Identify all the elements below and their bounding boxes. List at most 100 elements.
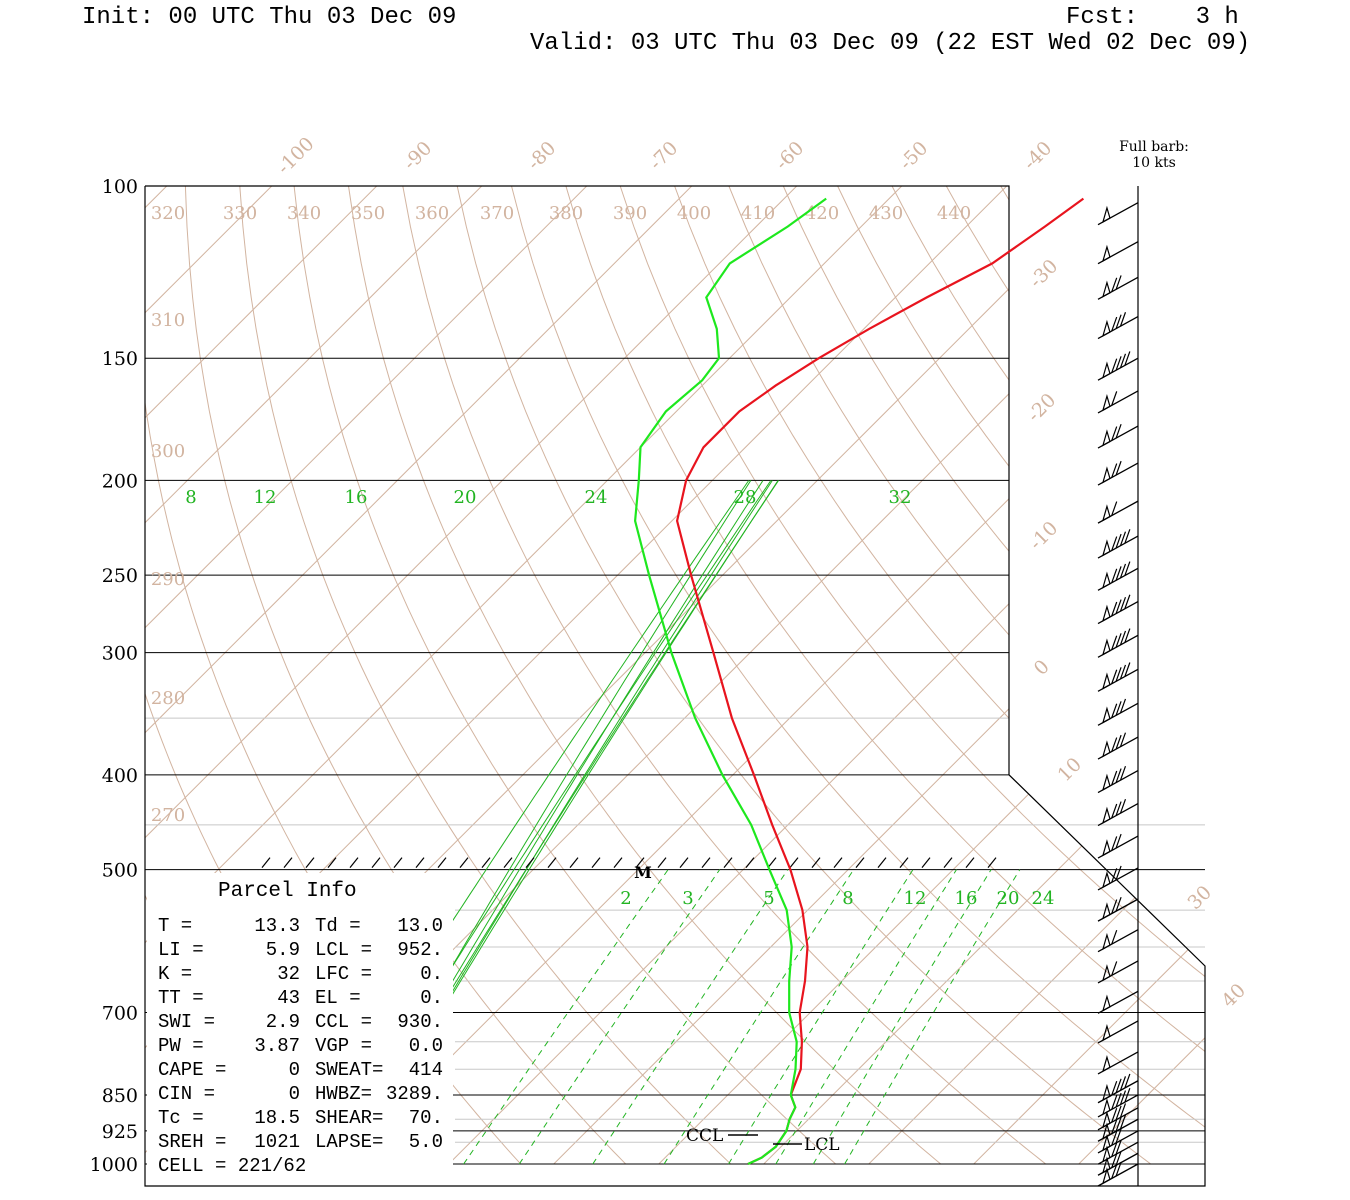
wind-barb [1097, 896, 1139, 922]
parcel-info-cell: EL = [315, 987, 361, 1009]
parcel-info-cell: HWBZ= [315, 1083, 372, 1105]
wind-barb [1097, 732, 1139, 760]
barb-feather [1111, 601, 1118, 617]
parcel-info-cell: 414 [409, 1059, 443, 1081]
parcel-info-cell: 32 [277, 963, 300, 985]
barb-feather [1119, 353, 1127, 369]
barb-feather [1115, 314, 1122, 329]
barb-flag [1101, 1098, 1111, 1116]
barb-feather [1111, 316, 1118, 332]
theta-label: 370 [480, 203, 514, 224]
saturated-mixing-line [844, 869, 1021, 1165]
parcel-info-cell: LAPSE= [315, 1131, 383, 1153]
isotherm-line [145, 186, 903, 1165]
isotherm-line [145, 186, 168, 1165]
barb-feather [1111, 1095, 1118, 1110]
wind-barb [1097, 561, 1139, 591]
barb-flag [1101, 672, 1111, 690]
parcel-info-cell: 43 [277, 987, 300, 1009]
tropopause-hatch [283, 857, 293, 868]
isotherm-label: 10 [1053, 753, 1086, 786]
barb-flag [1101, 706, 1111, 724]
parcel-info-cell: LCL = [315, 939, 372, 961]
parcel-info-cell: 70. [409, 1107, 443, 1129]
tropopause-hatch [393, 857, 403, 868]
barb-feather [1119, 698, 1127, 714]
tropopause-hatch [503, 857, 513, 868]
isotherm-line [145, 186, 483, 1165]
parcel-info-cell: SHEAR= [315, 1107, 383, 1129]
barb-feather [1111, 899, 1118, 914]
parcel-info-cell: 13.3 [254, 915, 300, 937]
theta-label: 340 [287, 203, 321, 224]
mixing-ratio-label: 8 [842, 888, 853, 909]
barb-legend-line1: Full barb: [1119, 139, 1189, 155]
wind-barb [1097, 1073, 1139, 1104]
dry-adiabat-line [945, 186, 1205, 1165]
barb-feather [1111, 501, 1118, 516]
dry-adiabat-line [565, 186, 1205, 1165]
isotherm-line [973, 186, 1205, 1165]
barb-feather [1119, 630, 1127, 646]
barb-feather [1115, 460, 1122, 476]
barb-feather [1111, 961, 1118, 976]
dry-adiabat-line [1108, 186, 1205, 1165]
parcel-info-cell: CAPE = [158, 1059, 226, 1081]
dewpoint-profile-line [633, 197, 827, 1165]
barb-flag [1101, 319, 1111, 338]
pressure-tick-label: 925 [102, 1121, 138, 1143]
parcel-info-cell: 0 [289, 1059, 300, 1081]
parcel-info-cell: 0 [289, 1083, 300, 1105]
isotherm-label: -80 [523, 137, 560, 174]
isotherm-line [448, 186, 1205, 1165]
dry-adiabat-line [1000, 186, 1205, 1165]
wind-barb [1097, 1151, 1139, 1176]
barb-feather [1119, 664, 1127, 680]
barb-feather [1115, 275, 1122, 290]
dry-adiabat-line [674, 186, 1205, 1165]
barb-feather [1115, 533, 1122, 549]
theta-label: 440 [937, 203, 971, 224]
parcel-info-background [147, 873, 453, 1184]
mixing-ratio-label: 2 [620, 888, 631, 909]
barb-flag [1101, 361, 1111, 379]
ccl-label: CCL [686, 1126, 723, 1146]
barb-feather [1111, 463, 1118, 478]
barb-feather [1111, 358, 1118, 373]
barb-feather [1124, 628, 1131, 643]
barb-flag [1101, 1055, 1111, 1073]
barb-feather [1119, 312, 1127, 327]
parcel-info-cell: Td = [315, 915, 361, 937]
barb-flag [1101, 1083, 1111, 1102]
theta-label: 270 [151, 805, 185, 826]
isotherm-line [658, 186, 1205, 1165]
isotherm-line [0, 186, 62, 1164]
wind-barb [1097, 460, 1139, 486]
barb-feather [1111, 635, 1118, 650]
barb-feather [1119, 531, 1127, 546]
barb-feather [1115, 1117, 1122, 1132]
barb-feather [1111, 1081, 1118, 1096]
wind-barb [1097, 990, 1139, 1014]
isotherm-label: -20 [1023, 389, 1060, 426]
barb-feather [1119, 1103, 1127, 1118]
parcel-info-cell: 18.5 [254, 1107, 300, 1129]
barb-feather [1115, 1092, 1122, 1108]
barb-flag [1101, 839, 1111, 857]
barb-feather [1111, 836, 1118, 851]
forecast-hour: Fcst: 3 h [1066, 4, 1239, 31]
parcel-info-cell: 0. [420, 987, 443, 1009]
isotherm-line [145, 186, 378, 1165]
parcel-info-title: Parcel Info [218, 880, 357, 903]
barb-feather [1111, 703, 1118, 718]
barb-feather [1111, 1164, 1118, 1179]
wind-barb [1097, 798, 1139, 827]
theta-label: 300 [151, 441, 185, 462]
pressure-tick-label: 150 [102, 348, 138, 370]
dry-adiabat-line [402, 186, 1047, 1165]
barb-feather [1115, 1078, 1122, 1093]
wind-barb [1097, 1051, 1139, 1075]
tropopause-hatch [745, 857, 755, 868]
barb-feather [1124, 1087, 1131, 1103]
parcel-info-cell: 3289. [386, 1083, 443, 1105]
